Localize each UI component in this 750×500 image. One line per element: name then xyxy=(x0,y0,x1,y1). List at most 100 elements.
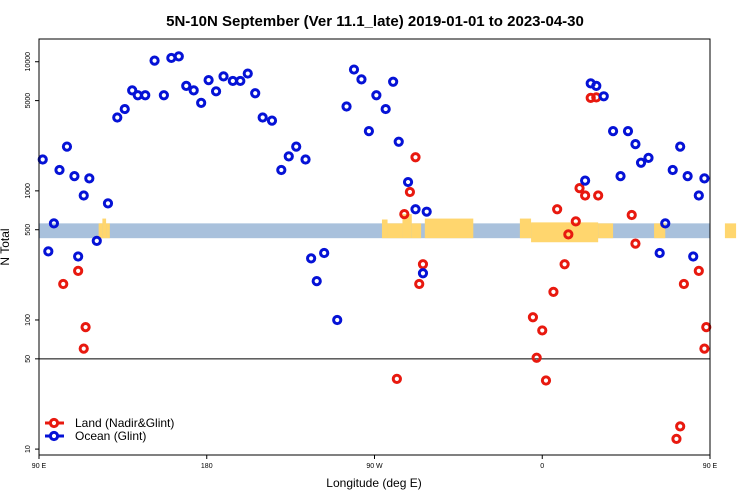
y-tick-label: 500 xyxy=(25,224,32,236)
ocean-data-point xyxy=(693,190,704,201)
ocean-data-point xyxy=(112,112,123,123)
legend-label-land: Land (Nadir&Glint) xyxy=(75,416,174,430)
ocean-data-point xyxy=(393,136,404,147)
land-data-point xyxy=(399,209,410,220)
land-data-point xyxy=(537,325,548,336)
land-data-point xyxy=(585,92,596,103)
land-data-point xyxy=(593,190,604,201)
ocean-data-point xyxy=(311,276,322,287)
ocean-data-point xyxy=(43,246,54,257)
ocean-data-point xyxy=(173,51,184,62)
land-data-point xyxy=(391,373,402,384)
ocean-data-point xyxy=(622,126,634,137)
ocean-data-point xyxy=(332,314,343,326)
y-axis-label: N Total xyxy=(0,228,12,265)
ocean-data-point xyxy=(591,80,602,91)
chart-title: 5N-10N September (Ver 11.1_late) 2019-01… xyxy=(166,13,584,30)
ocean-data-point xyxy=(421,206,432,217)
land-shape xyxy=(519,218,532,239)
ocean-data-point xyxy=(580,175,591,186)
land-shape xyxy=(387,223,403,239)
ocean-data-point xyxy=(630,139,641,150)
land-data-point xyxy=(701,322,712,333)
land-data-point xyxy=(563,229,574,240)
land-data-point xyxy=(671,433,682,444)
x-tick-label: 90 E xyxy=(703,463,718,470)
ocean-data-point xyxy=(688,251,699,262)
ocean-data-point xyxy=(291,141,302,152)
y-tick-label: 50 xyxy=(25,355,32,363)
land-data-point xyxy=(404,186,416,198)
land-shape xyxy=(598,223,614,239)
legend: Land (Nadir&Glint)Ocean (Glint) xyxy=(45,416,174,443)
ocean-data-point xyxy=(410,204,421,215)
data-points-layer xyxy=(37,51,712,444)
land-shape xyxy=(102,218,107,239)
land-shape xyxy=(424,218,474,239)
x-tick-label: 180 xyxy=(201,463,213,470)
ocean-data-point xyxy=(300,154,311,165)
ocean-data-point xyxy=(78,190,89,201)
ocean-data-point xyxy=(341,101,352,112)
land-data-point xyxy=(630,238,641,249)
x-axis-label: Longitude (deg E) xyxy=(326,476,421,490)
ocean-data-point xyxy=(667,164,678,176)
ocean-data-point xyxy=(371,90,382,101)
ocean-data-point xyxy=(54,164,65,176)
land-data-point xyxy=(559,259,570,270)
land-data-point xyxy=(73,265,84,276)
ocean-data-point xyxy=(91,235,102,246)
x-tick-label: 0 xyxy=(540,463,544,470)
ocean-data-point xyxy=(417,268,429,279)
x-tick-label: 90 W xyxy=(366,463,383,470)
land-shape xyxy=(106,223,110,239)
ocean-data-point xyxy=(257,112,268,123)
ocean-data-point xyxy=(158,90,169,101)
ocean-data-point xyxy=(306,253,317,264)
ocean-data-point xyxy=(654,247,665,259)
land-data-point xyxy=(414,278,425,290)
ocean-data-point xyxy=(363,126,375,137)
y-tick-label: 5000 xyxy=(25,93,32,109)
plot-frame xyxy=(38,38,711,456)
ocean-data-point xyxy=(283,151,294,162)
ocean-data-point xyxy=(73,251,84,262)
ocean-data-point xyxy=(61,141,73,152)
ocean-data-point xyxy=(660,218,671,229)
land-data-point xyxy=(675,421,686,432)
ocean-data-point xyxy=(250,88,261,99)
x-tick-label: 90 E xyxy=(32,463,47,470)
land-data-point xyxy=(540,375,552,386)
ocean-data-point xyxy=(607,126,619,137)
land-data-point xyxy=(548,286,559,297)
land-data-point xyxy=(417,259,429,270)
land-data-point xyxy=(410,152,421,163)
ocean-data-point xyxy=(37,154,48,165)
land-data-point xyxy=(58,278,69,290)
ocean-data-point xyxy=(84,173,95,184)
ocean-series xyxy=(37,51,710,326)
ocean-data-point xyxy=(266,115,278,126)
ocean-data-point xyxy=(276,164,287,176)
ocean-data-point xyxy=(635,157,647,168)
ocean-data-point xyxy=(48,218,60,229)
land-data-point xyxy=(570,216,581,227)
land-shape xyxy=(411,223,422,239)
ocean-data-point xyxy=(615,171,626,182)
ocean-data-point xyxy=(699,173,710,184)
ocean-data-point xyxy=(643,152,654,163)
y-tick-label: 100 xyxy=(25,314,32,326)
ocean-data-point xyxy=(119,103,130,115)
y-axis-ticks: 10 50 100 500 1000 5000 10000 xyxy=(25,52,39,453)
ocean-data-point xyxy=(356,74,367,85)
land-shape xyxy=(98,223,103,239)
ocean-data-point xyxy=(188,85,199,96)
ocean-data-point xyxy=(210,86,222,97)
land-shape xyxy=(654,223,666,239)
legend-marker-ocean xyxy=(48,430,60,442)
land-shape xyxy=(724,223,737,239)
ocean-data-point xyxy=(69,171,80,182)
ocean-data-point xyxy=(675,141,686,152)
ocean-data-point xyxy=(598,91,609,102)
